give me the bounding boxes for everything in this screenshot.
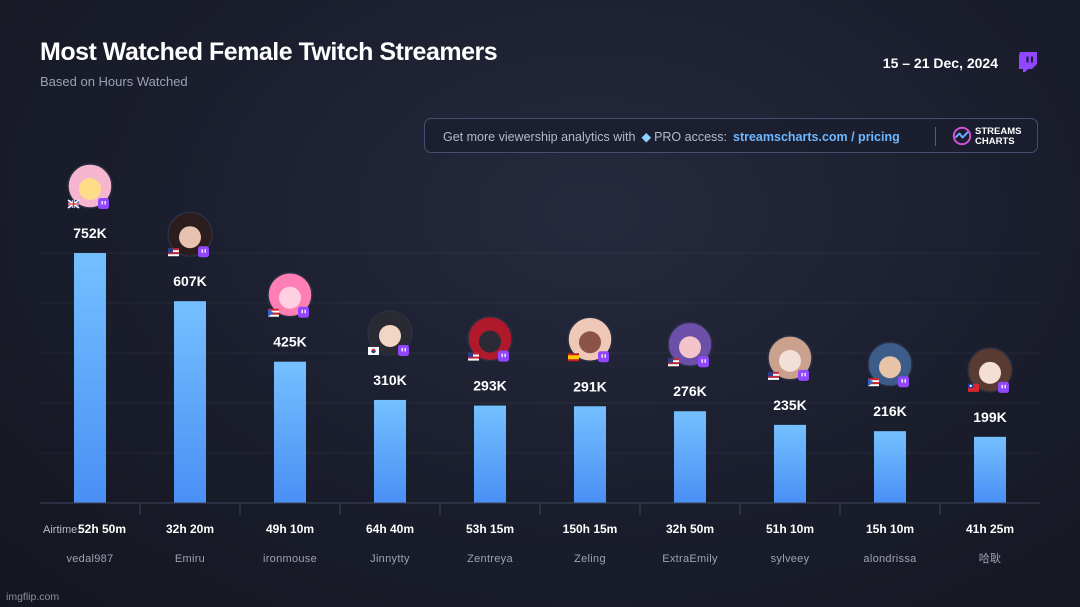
- flag-kr-icon: [368, 346, 379, 355]
- bar-Zentreya: [474, 405, 506, 503]
- flag-us-icon: [768, 371, 779, 380]
- flag-us-icon: [468, 352, 479, 361]
- promo-lead: Get more viewership analytics with: [443, 130, 636, 144]
- airtime-value: 32h 20m: [166, 522, 214, 536]
- avatar-ironmouse: [267, 271, 313, 318]
- avatar-alondrissa: [867, 341, 913, 388]
- airtime-value: 32h 50m: [666, 522, 714, 536]
- streams-charts-brand: STREAMS CHARTS: [975, 127, 1021, 146]
- bar-Emiru: [174, 301, 206, 503]
- promo-divider: [935, 127, 936, 146]
- avatar-face: [879, 356, 901, 379]
- avatar-face: [979, 361, 1001, 384]
- avatar-Jinnytty: [367, 310, 413, 356]
- twitch-badge-icon: [398, 344, 409, 356]
- bar-哈耿: [974, 436, 1006, 503]
- brand-line-1: STREAMS: [975, 126, 1022, 137]
- avatar-Zentreya: [467, 315, 513, 362]
- value-label: 216K: [873, 403, 906, 419]
- category-label: alondrissa: [863, 553, 917, 565]
- category-label: 哈耿: [979, 551, 1002, 565]
- airtime-label: Airtime:: [43, 524, 80, 536]
- brand-line-2: CHARTS: [975, 135, 1015, 147]
- twitch-icon: [1019, 52, 1037, 72]
- avatar-face: [679, 336, 701, 359]
- twitch-badge-icon: [998, 381, 1009, 393]
- bar-ExtraEmily: [674, 411, 706, 503]
- category-label: sylveey: [771, 553, 810, 565]
- avatar-face: [779, 349, 801, 372]
- flag-us-icon: [668, 358, 679, 367]
- twitch-badge-icon: [898, 376, 909, 388]
- twitch-badge-icon: [198, 246, 209, 258]
- flag-uk-icon: [67, 199, 80, 209]
- airtime-value: 51h 10m: [766, 522, 814, 536]
- avatar-sylveey: [767, 335, 813, 381]
- twitch-badge-icon: [698, 356, 709, 368]
- airtime-value: 64h 40m: [366, 522, 414, 536]
- bar-ironmouse: [274, 361, 306, 503]
- promo-text: Get more viewership analytics with ◆ PRO a…: [443, 129, 900, 144]
- bar-vedal987: [74, 253, 106, 503]
- value-label: 310K: [373, 372, 406, 388]
- avatar-ExtraEmily: [667, 321, 713, 368]
- flag-us-icon: [168, 248, 179, 257]
- promo-pro: PRO access:: [654, 130, 727, 144]
- promo-banner[interactable]: Get more viewership analytics with ◆ PRO a…: [424, 118, 1038, 153]
- value-label: 235K: [773, 397, 806, 413]
- category-label: Zeling: [574, 553, 606, 565]
- avatar-Emiru: [167, 211, 213, 258]
- avatar-face: [179, 226, 201, 249]
- twitch-badge-icon: [498, 350, 509, 362]
- value-label: 199K: [973, 409, 1006, 425]
- avatar-face: [279, 286, 301, 309]
- diamond-icon: ◆: [641, 130, 652, 144]
- twitch-badge-icon: [98, 198, 109, 209]
- airtime-value: 15h 10m: [866, 522, 914, 536]
- airtime-value: 41h 25m: [966, 522, 1014, 536]
- flag-tw-icon: [968, 383, 979, 392]
- date-range: 15 – 21 Dec, 2024: [882, 55, 998, 71]
- pricing-link[interactable]: streamscharts.com / pricing: [733, 130, 900, 144]
- avatar-vedal987: [67, 163, 113, 209]
- value-label: 293K: [473, 378, 506, 394]
- airtime-value: 150h 15m: [563, 522, 618, 536]
- chart-subtitle: Based on Hours Watched: [40, 74, 188, 89]
- chart-title: Most Watched Female Twitch Streamers: [40, 38, 498, 66]
- avatar-哈耿: [967, 347, 1013, 393]
- avatar-face: [479, 330, 501, 353]
- twitch-badge-icon: [598, 351, 609, 363]
- value-label: 276K: [673, 383, 706, 399]
- value-label: 291K: [573, 378, 606, 394]
- bar-Jinnytty: [374, 399, 406, 503]
- bar-sylveey: [774, 424, 806, 503]
- twitch-badge-icon: [798, 369, 809, 381]
- category-label: vedal987: [66, 553, 113, 565]
- avatar-face: [579, 331, 601, 354]
- value-label: 607K: [173, 273, 206, 289]
- bar-Zeling: [574, 406, 606, 503]
- value-label: 425K: [273, 334, 306, 350]
- twitch-badge-icon: [298, 306, 309, 318]
- category-label: Emiru: [175, 553, 205, 565]
- category-label: Jinnytty: [370, 553, 410, 565]
- flag-es-icon: [568, 353, 579, 362]
- category-label: ironmouse: [263, 553, 317, 565]
- avatar-face: [379, 324, 401, 347]
- airtime-value: 52h 50m: [78, 522, 126, 536]
- airtime-value: 49h 10m: [266, 522, 314, 536]
- value-label: 752K: [73, 225, 106, 241]
- bar-alondrissa: [874, 431, 906, 503]
- flag-pr-icon: [268, 308, 279, 317]
- watermark: imgflip.com: [6, 591, 60, 603]
- airtime-value: 53h 15m: [466, 522, 514, 536]
- avatar-face: [79, 178, 101, 200]
- category-label: ExtraEmily: [662, 553, 718, 565]
- streams-charts-logo-icon: [952, 126, 972, 146]
- flag-pr-icon: [868, 378, 879, 387]
- avatar-Zeling: [567, 316, 613, 363]
- category-label: Zentreya: [467, 553, 513, 565]
